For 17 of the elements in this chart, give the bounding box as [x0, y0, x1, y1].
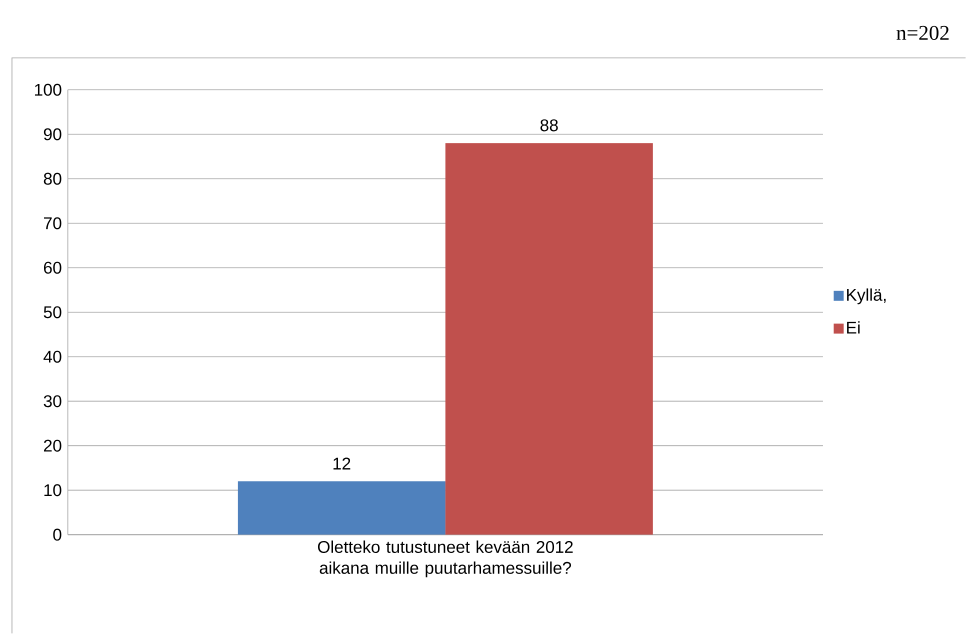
y-tick-label: 90 — [44, 128, 62, 140]
y-tick-label: 60 — [44, 262, 62, 274]
y-tick-label: 40 — [44, 350, 62, 363]
y-tick-label: 80 — [44, 172, 62, 185]
data-label: 12 — [334, 458, 350, 470]
text: n=202 — [896, 26, 949, 40]
y-tick-label: 0 — [53, 528, 62, 541]
y-tick-label: 100 — [34, 84, 62, 96]
y-tick-label: 70 — [44, 217, 62, 230]
legend-label: Ei — [847, 321, 860, 334]
x-tick-label: Oletteko tutustuneet kevään 2012 aikana muille puutarhamessuille? — [318, 540, 573, 578]
y-tick-label: 20 — [44, 440, 62, 452]
y-tick-label: 50 — [44, 306, 62, 318]
y-tick-label: 30 — [44, 395, 62, 408]
y-tick-label: 10 — [44, 484, 62, 496]
data-label: 88 — [540, 119, 558, 132]
legend-label: Kyllä, — [847, 288, 886, 304]
